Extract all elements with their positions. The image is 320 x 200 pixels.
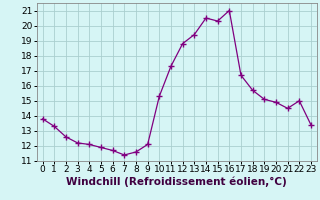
X-axis label: Windchill (Refroidissement éolien,°C): Windchill (Refroidissement éolien,°C) [67,177,287,187]
